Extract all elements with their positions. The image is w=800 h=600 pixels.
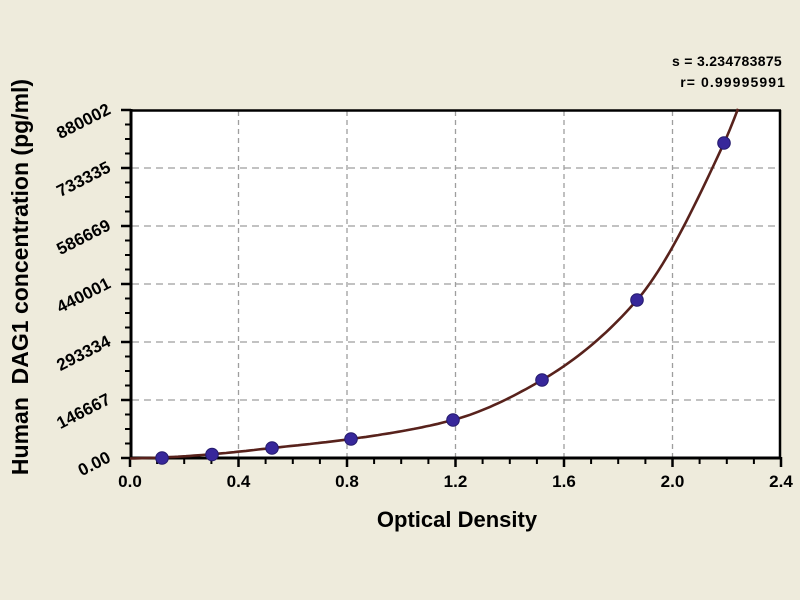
svg-text:s = 3.234783875: s = 3.234783875 <box>672 53 782 69</box>
svg-text:0.0: 0.0 <box>118 472 142 491</box>
svg-text:Optical Density: Optical Density <box>377 507 538 532</box>
svg-text:2.0: 2.0 <box>661 472 685 491</box>
svg-text:0.4: 0.4 <box>227 472 251 491</box>
svg-text:1.6: 1.6 <box>552 472 576 491</box>
svg-text:1.2: 1.2 <box>444 472 468 491</box>
svg-text:r= 0.99995991: r= 0.99995991 <box>680 74 786 90</box>
svg-text:0.8: 0.8 <box>335 472 359 491</box>
svg-text:Human DAG1 concentration (pg/: Human DAG1 concentration (pg/ml) <box>7 79 33 475</box>
svg-text:2.4: 2.4 <box>769 472 793 491</box>
